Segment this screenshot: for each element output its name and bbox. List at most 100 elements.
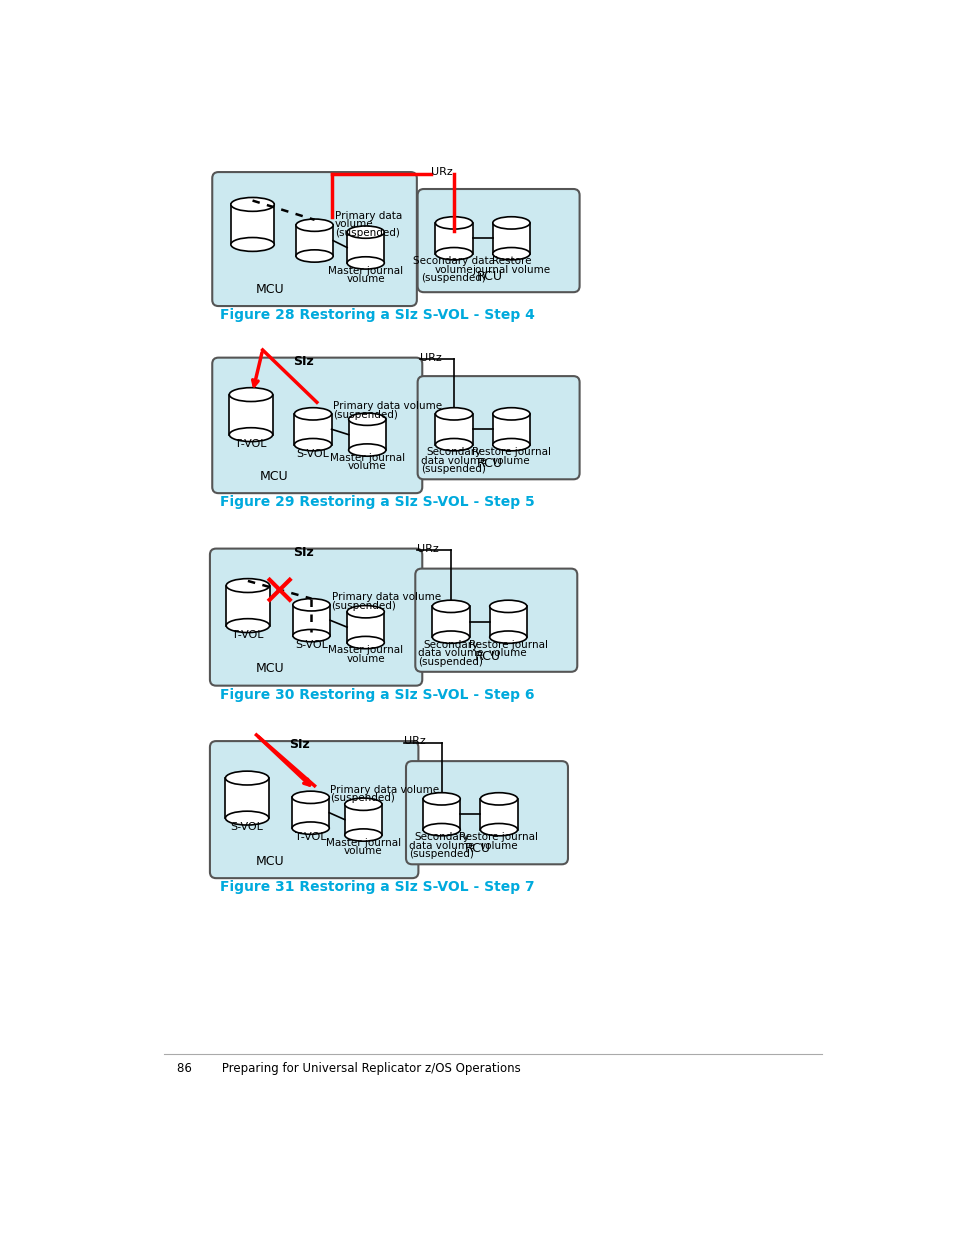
Text: (suspended): (suspended): [421, 273, 486, 283]
Ellipse shape: [294, 438, 332, 451]
Text: Restore: Restore: [491, 257, 531, 267]
Text: 86        Preparing for Universal Replicator z/OS Operations: 86 Preparing for Universal Replicator z/…: [177, 1062, 520, 1074]
Ellipse shape: [229, 427, 273, 442]
Ellipse shape: [432, 631, 469, 643]
Text: Figure 28 Restoring a SIz S-VOL - Step 4: Figure 28 Restoring a SIz S-VOL - Step 4: [220, 309, 535, 322]
Ellipse shape: [348, 412, 385, 425]
Ellipse shape: [294, 408, 332, 420]
Polygon shape: [344, 804, 381, 835]
Text: Master journal: Master journal: [328, 266, 403, 275]
Text: MCU: MCU: [259, 469, 288, 483]
Ellipse shape: [292, 823, 329, 835]
Text: T-VOL: T-VOL: [235, 438, 267, 448]
Polygon shape: [432, 606, 469, 637]
Polygon shape: [295, 225, 333, 256]
Ellipse shape: [344, 798, 381, 810]
Text: volume: volume: [346, 274, 385, 284]
Text: Primary data volume: Primary data volume: [333, 401, 442, 411]
Text: RCU: RCU: [476, 457, 502, 471]
Text: RCU: RCU: [464, 842, 491, 856]
Text: RCU: RCU: [476, 270, 502, 283]
Ellipse shape: [231, 237, 274, 252]
Text: Restore journal: Restore journal: [472, 447, 550, 457]
Text: T-VOL: T-VOL: [294, 832, 326, 842]
Ellipse shape: [480, 793, 517, 805]
Text: Secondary: Secondary: [423, 640, 478, 650]
Text: volume: volume: [435, 264, 473, 275]
Ellipse shape: [229, 388, 273, 401]
FancyBboxPatch shape: [417, 189, 579, 293]
Ellipse shape: [225, 771, 269, 785]
Polygon shape: [348, 419, 385, 450]
Text: volume: volume: [346, 653, 385, 663]
Text: (suspended): (suspended): [335, 228, 399, 238]
Text: volume: volume: [489, 648, 527, 658]
Text: S-VOL: S-VOL: [231, 823, 263, 832]
Ellipse shape: [293, 599, 330, 611]
Text: (suspended): (suspended): [333, 410, 397, 420]
FancyBboxPatch shape: [406, 761, 567, 864]
Ellipse shape: [344, 829, 381, 841]
Text: data volume: data volume: [417, 648, 483, 658]
Polygon shape: [422, 799, 459, 830]
Ellipse shape: [293, 630, 330, 642]
Text: Primary data: Primary data: [335, 211, 401, 221]
Ellipse shape: [225, 811, 269, 825]
Text: MCU: MCU: [255, 855, 284, 868]
Text: Primary data volume: Primary data volume: [332, 592, 440, 603]
Ellipse shape: [347, 226, 384, 238]
Text: volume: volume: [348, 461, 386, 472]
Text: URz: URz: [419, 353, 441, 363]
Ellipse shape: [493, 408, 530, 420]
Ellipse shape: [435, 216, 472, 228]
Ellipse shape: [422, 793, 459, 805]
Ellipse shape: [347, 636, 384, 648]
Text: Figure 30 Restoring a SIz S-VOL - Step 6: Figure 30 Restoring a SIz S-VOL - Step 6: [220, 688, 534, 701]
FancyBboxPatch shape: [212, 172, 416, 306]
FancyBboxPatch shape: [415, 568, 577, 672]
Ellipse shape: [226, 579, 270, 593]
Text: URz: URz: [403, 736, 425, 746]
FancyBboxPatch shape: [417, 377, 579, 479]
Text: (suspended): (suspended): [418, 657, 483, 667]
Text: Master journal: Master journal: [328, 645, 403, 656]
Text: MCU: MCU: [255, 662, 284, 676]
Polygon shape: [231, 205, 274, 245]
Text: Figure 31 Restoring a SIz S-VOL - Step 7: Figure 31 Restoring a SIz S-VOL - Step 7: [220, 881, 534, 894]
Text: Master journal: Master journal: [326, 837, 400, 847]
Text: MCU: MCU: [255, 283, 284, 295]
Text: Secondary data: Secondary data: [413, 257, 495, 267]
Text: (suspended): (suspended): [409, 850, 474, 860]
Ellipse shape: [489, 600, 526, 613]
Text: T-VOL: T-VOL: [232, 630, 263, 640]
Text: URz: URz: [431, 167, 452, 177]
Text: (suspended): (suspended): [332, 600, 396, 610]
Polygon shape: [229, 395, 273, 435]
Polygon shape: [293, 605, 330, 636]
Polygon shape: [226, 585, 270, 626]
FancyBboxPatch shape: [210, 741, 418, 878]
Text: SIz: SIz: [289, 739, 309, 751]
Polygon shape: [294, 414, 332, 445]
Ellipse shape: [435, 438, 472, 451]
Ellipse shape: [435, 247, 472, 259]
Text: Secondary: Secondary: [414, 832, 469, 842]
Ellipse shape: [493, 438, 530, 451]
Text: volume: volume: [479, 841, 517, 851]
Ellipse shape: [347, 257, 384, 269]
Text: Master journal: Master journal: [330, 453, 404, 463]
Polygon shape: [493, 222, 530, 253]
Ellipse shape: [347, 605, 384, 618]
Text: Primary data volume: Primary data volume: [330, 784, 438, 794]
Text: Restore journal: Restore journal: [468, 640, 547, 650]
Polygon shape: [480, 799, 517, 830]
Text: journal volume: journal volume: [472, 264, 550, 275]
Polygon shape: [225, 778, 269, 818]
Polygon shape: [292, 798, 329, 829]
Text: data volume: data volume: [409, 841, 474, 851]
Text: S-VOL: S-VOL: [296, 448, 329, 459]
Ellipse shape: [432, 600, 469, 613]
Text: data volume: data volume: [421, 456, 486, 466]
Ellipse shape: [295, 219, 333, 231]
Text: volume: volume: [335, 220, 373, 230]
